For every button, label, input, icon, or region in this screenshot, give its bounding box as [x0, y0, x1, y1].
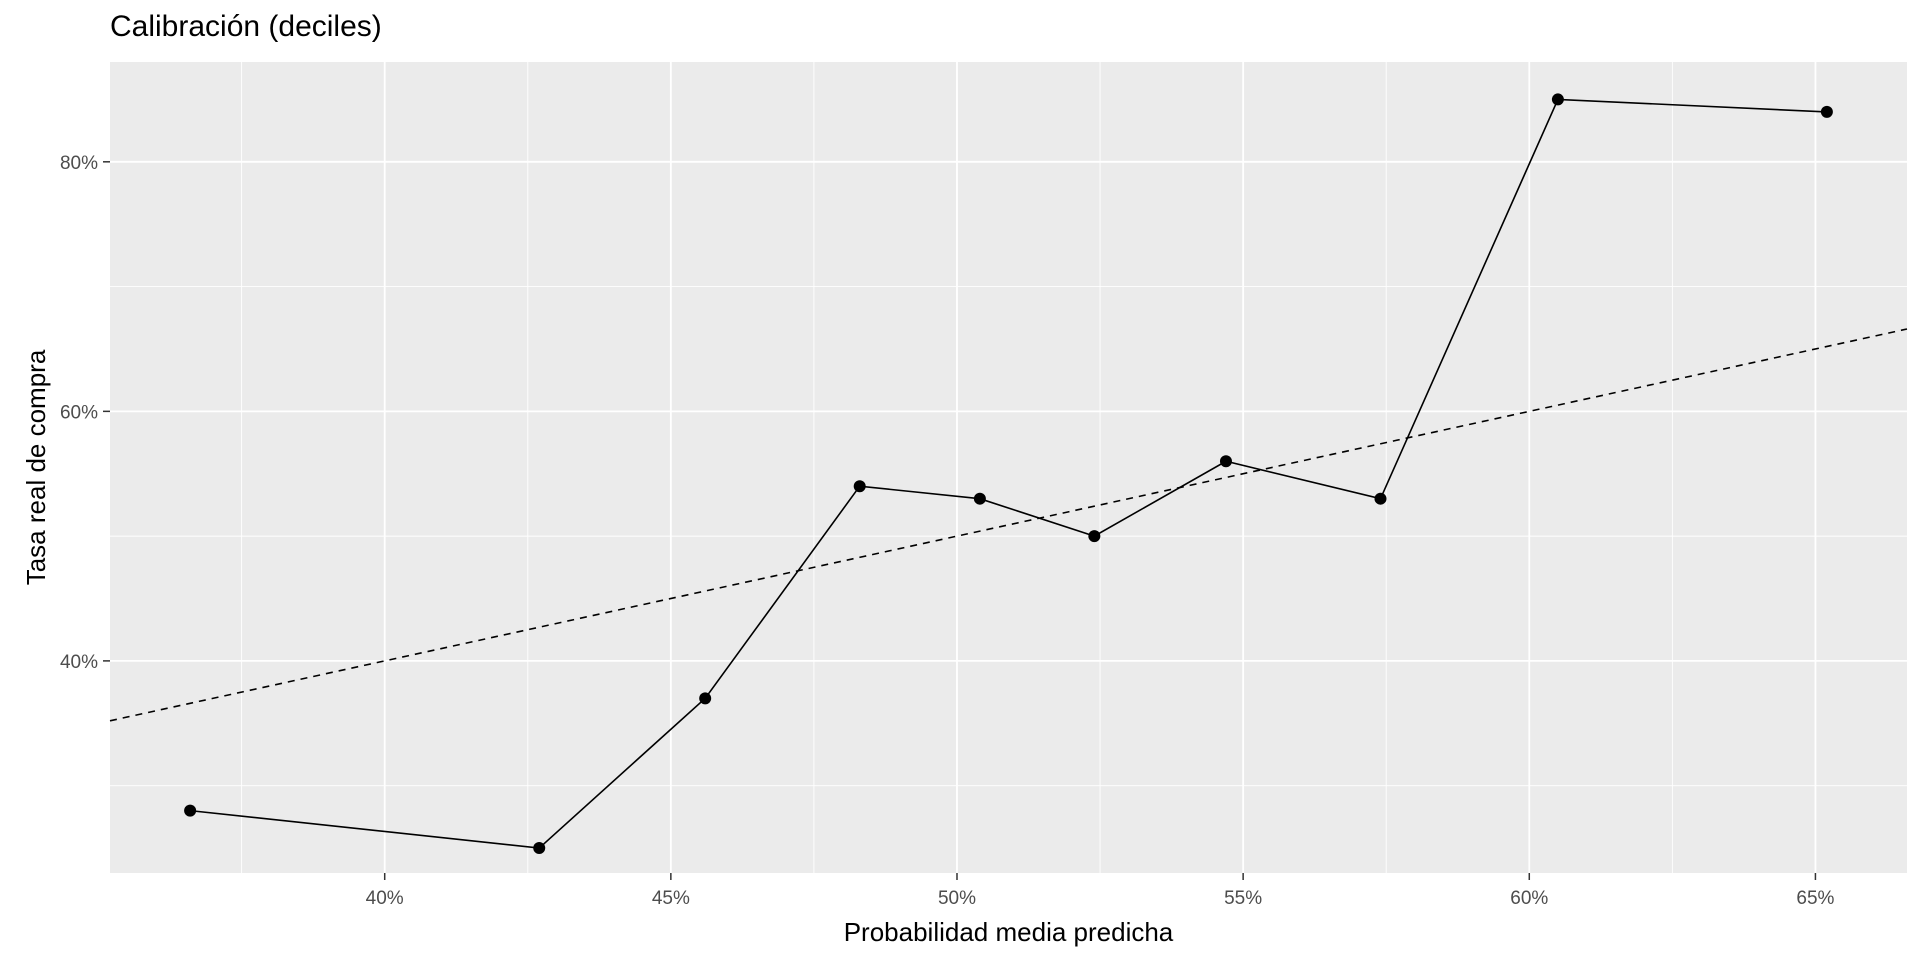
data-point: [853, 480, 866, 493]
x-tick-label: 45%: [652, 888, 690, 909]
data-point: [973, 492, 986, 505]
x-tick-label: 65%: [1796, 888, 1834, 909]
calibration-series-line: [190, 98, 1827, 849]
data-point: [184, 804, 197, 817]
plot-panel: [110, 62, 1907, 873]
x-tick-label: 60%: [1510, 888, 1548, 909]
grid-major: [110, 62, 1907, 873]
data-point: [1820, 105, 1833, 118]
x-tick-label: 40%: [366, 888, 404, 909]
x-axis: 40% 45% 50% 55% 60% 65%: [366, 873, 1835, 909]
y-tick-label: 60%: [60, 402, 98, 423]
x-tick-label: 50%: [938, 888, 976, 909]
data-point: [1088, 530, 1101, 543]
data-point: [699, 692, 712, 705]
y-tick-label: 40%: [60, 652, 98, 673]
x-axis-title: Probabilidad media predicha: [844, 917, 1174, 947]
data-points: [184, 93, 1833, 855]
chart-title: Calibración (deciles): [110, 10, 382, 43]
data-point: [1219, 455, 1232, 468]
data-point: [533, 842, 546, 855]
data-point: [1551, 93, 1564, 106]
grid-minor: [110, 62, 1907, 873]
y-axis: 40% 60% 80%: [60, 153, 110, 673]
y-tick-label: 80%: [60, 153, 98, 174]
x-tick-label: 55%: [1224, 888, 1262, 909]
data-point: [1374, 492, 1387, 505]
y-axis-title: Tasa real de compra: [21, 349, 51, 585]
